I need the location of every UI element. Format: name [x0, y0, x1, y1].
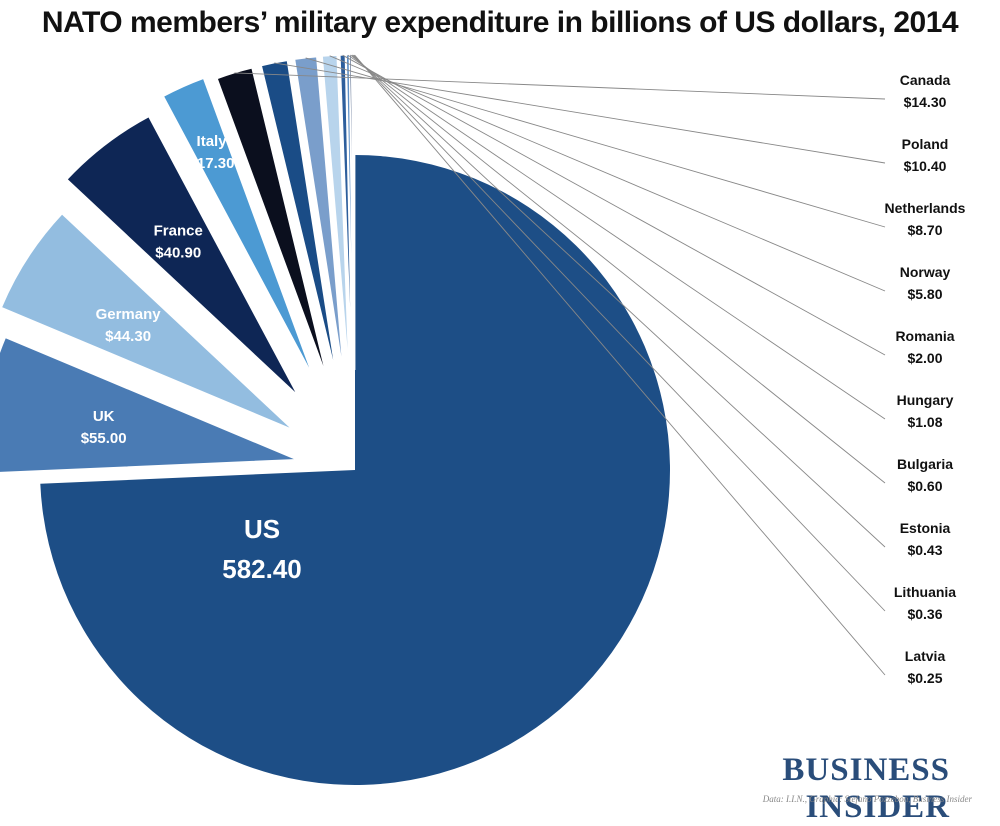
label-romania-name: Romania	[895, 328, 954, 344]
slice-us	[40, 155, 670, 785]
label-latvia-value: $0.25	[907, 670, 942, 686]
slice-france	[66, 116, 298, 396]
slice-italy	[162, 77, 313, 375]
label-us-name: US	[244, 514, 280, 544]
label-bulgaria-value: $0.60	[907, 478, 942, 494]
label-bulgaria-name: Bulgaria	[897, 456, 953, 472]
leader-line-latvia	[354, 54, 886, 676]
leader-line-romania	[342, 54, 886, 356]
leader-line-lithuania	[353, 54, 886, 612]
leader-line-estonia	[351, 54, 886, 548]
label-netherlands-value: $8.70	[907, 222, 942, 238]
label-hungary-value: $1.08	[907, 414, 942, 430]
label-france-value: $40.90	[155, 245, 201, 262]
label-uk-name: UK	[93, 408, 115, 425]
label-italy-value: $17.30	[189, 155, 235, 172]
label-germany-name: Germany	[96, 306, 162, 323]
slice-netherlands	[294, 56, 344, 371]
slice-uk	[0, 336, 297, 473]
label-canada-value: $14.30	[904, 94, 947, 110]
label-us-value: 582.40	[222, 554, 302, 584]
label-poland-name: Poland	[902, 136, 949, 152]
label-estonia-value: $0.43	[907, 542, 942, 558]
slice-canada	[216, 67, 327, 375]
label-italy-name: Italy	[197, 133, 228, 150]
label-poland-value: $10.40	[904, 158, 947, 174]
label-uk-value: $55.00	[81, 430, 127, 447]
leader-line-hungary	[347, 54, 886, 420]
publisher-logo: BUSINESS INSIDER	[782, 752, 950, 825]
slice-norway	[321, 54, 350, 371]
leader-line-norway	[329, 55, 886, 292]
label-latvia-name: Latvia	[905, 648, 946, 664]
leader-line-poland	[274, 62, 886, 164]
label-hungary-name: Hungary	[897, 392, 954, 408]
source-credit: Data: I.I.N., Graphic: Stefano Pozzebon,…	[762, 794, 972, 804]
label-estonia-name: Estonia	[900, 520, 951, 536]
label-canada-name: Canada	[900, 72, 951, 88]
label-romania-value: $2.00	[907, 350, 942, 366]
slice-germany	[0, 213, 293, 430]
label-germany-value: $44.30	[105, 328, 151, 345]
leader-line-bulgaria	[350, 54, 886, 484]
label-lithuania-name: Lithuania	[894, 584, 956, 600]
chart-title: NATO members’ military expenditure in bi…	[41, 6, 959, 39]
label-netherlands-name: Netherlands	[885, 200, 966, 216]
label-lithuania-value: $0.36	[907, 606, 942, 622]
label-norway-name: Norway	[900, 264, 951, 280]
leader-line-canada	[234, 72, 886, 100]
label-france-name: France	[154, 223, 203, 240]
label-norway-value: $5.80	[907, 286, 942, 302]
slice-latvia	[353, 54, 356, 371]
